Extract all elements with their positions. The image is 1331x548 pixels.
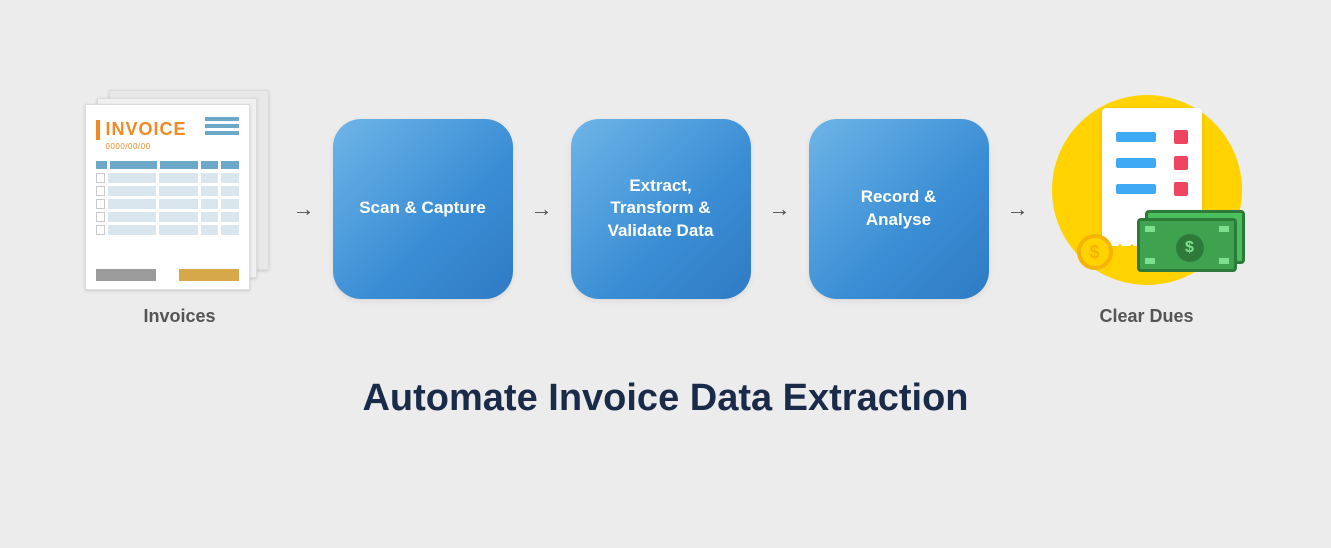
step-label: Extract, Transform & Validate Data — [589, 175, 733, 241]
diagram-title: Automate Invoice Data Extraction — [0, 377, 1331, 420]
invoice-illustration: INVOICE 0000/00/00 — [85, 90, 275, 290]
node-invoices-label: Invoices — [143, 306, 215, 327]
node-record-analyse: Record & Analyse — [809, 119, 989, 299]
step-label: Scan & Capture — [359, 197, 486, 219]
invoice-date: 0000/00/00 — [106, 142, 239, 151]
clear-dues-illustration: $ $ $ — [1047, 90, 1247, 290]
arrow-icon: → — [1007, 196, 1029, 222]
cash-symbol: $ — [1176, 234, 1204, 262]
arrow-icon: → — [293, 196, 315, 222]
node-clear-dues: $ $ $ Clear Dues — [1047, 90, 1247, 327]
invoice-title: INVOICE — [106, 119, 187, 140]
flow-container: INVOICE 0000/00/00 Invoices — [0, 0, 1331, 327]
node-extract-transform-validate: Extract, Transform & Validate Data — [571, 119, 751, 299]
node-scan-capture: Scan & Capture — [333, 119, 513, 299]
node-clear-dues-label: Clear Dues — [1099, 306, 1193, 327]
node-invoices: INVOICE 0000/00/00 Invoices — [85, 90, 275, 327]
coin-icon: $ — [1077, 234, 1113, 270]
arrow-icon: → — [769, 196, 791, 222]
step-label: Record & Analyse — [827, 186, 971, 230]
arrow-icon: → — [531, 196, 553, 222]
